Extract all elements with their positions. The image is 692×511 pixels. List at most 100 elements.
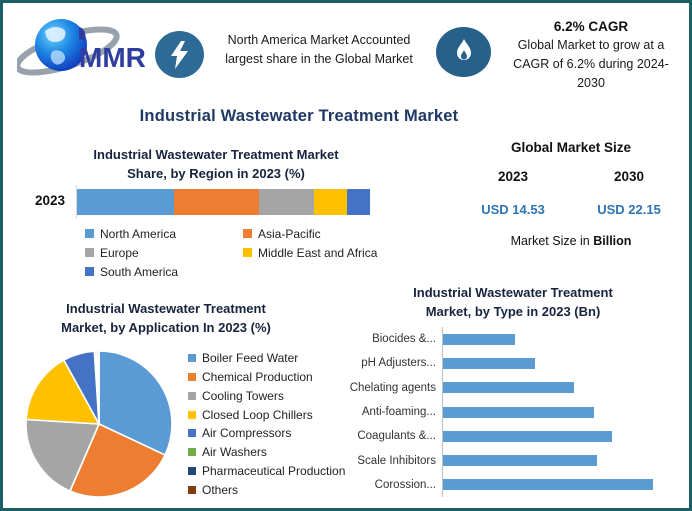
cagr-text: Global Market to grow at a CAGR of 6.2% … xyxy=(513,38,669,90)
pie-slice xyxy=(98,350,173,456)
bar-label: Coagulants &... xyxy=(357,430,436,443)
bar-row: pH Adjusters... xyxy=(318,351,674,376)
legend-item: Middle East and Africa xyxy=(243,243,415,262)
bar-row: Corossion... xyxy=(318,472,674,498)
value-end: USD 22.15 xyxy=(597,202,661,217)
legend-label: Cooling Towers xyxy=(202,388,284,403)
application-chart-title-line2: Market, by Application In 2023 (%) xyxy=(61,319,271,335)
lightning-icon xyxy=(155,31,204,78)
bar-label: Anti-foaming... xyxy=(361,406,436,419)
region-chart-title-line1: Industrial Wastewater Treatment Market xyxy=(93,147,339,162)
legend-marker xyxy=(188,467,196,476)
legend-label: Air Compressors xyxy=(202,426,292,441)
year-end-label: 2030 xyxy=(613,169,645,184)
region-bar-segment xyxy=(173,189,259,215)
bar-area xyxy=(442,375,674,400)
legend-marker xyxy=(243,229,252,238)
bar-row: Biocides &... xyxy=(318,327,674,352)
legend-label: Pharmaceutical Production xyxy=(202,464,346,479)
region-chart-axis xyxy=(76,185,77,219)
globe-continent xyxy=(45,27,66,42)
legend-item: Europe xyxy=(85,243,243,262)
legend-marker xyxy=(85,267,94,276)
bar-label: Corossion... xyxy=(374,478,436,491)
header: MMR North America Market Accounted large… xyxy=(15,11,687,93)
bar-label: pH Adjusters... xyxy=(361,357,436,370)
bar xyxy=(443,333,515,345)
region-bar-segment xyxy=(258,189,315,215)
legend-item: Asia-Pacific xyxy=(243,224,415,243)
legend-marker xyxy=(188,485,196,494)
legend-marker xyxy=(188,448,196,457)
legend-label: North America xyxy=(100,226,177,241)
legend-label: Europe xyxy=(100,245,139,260)
mmr-logo: MMR xyxy=(17,19,145,76)
logo-text: MMR xyxy=(79,42,145,73)
legend-item: Others xyxy=(188,483,378,497)
bar xyxy=(443,357,536,369)
value-start: USD 14.53 xyxy=(481,202,545,217)
region-bar-segment xyxy=(346,189,370,215)
region-bar-segment xyxy=(314,189,347,215)
bar xyxy=(443,430,613,442)
legend-label: Middle East and Africa xyxy=(258,245,378,260)
type-chart-title-line2: Market, by Type in 2023 (Bn) xyxy=(425,303,601,319)
legend-label: Closed Loop Chillers xyxy=(202,407,313,422)
market-size-panel: Global Market Size 2023 2030 USD 14.53 U… xyxy=(455,140,687,248)
legend-marker xyxy=(85,229,94,238)
bar-label: Chelating agents xyxy=(349,381,436,394)
bar-row: Anti-foaming... xyxy=(318,399,674,425)
legend-marker xyxy=(188,391,196,400)
logo-flourish xyxy=(79,27,86,41)
legend-label: South America xyxy=(100,264,179,279)
lightning-bolt-icon xyxy=(170,40,188,69)
cagr-title: 6.2% CAGR xyxy=(553,19,629,34)
market-size-title: Global Market Size xyxy=(510,140,632,155)
bar xyxy=(443,406,595,418)
bar-area xyxy=(442,448,674,473)
region-chart-title-line2: Share, by Region in 2023 (%) xyxy=(127,165,305,181)
legend-item: Pharmaceutical Production xyxy=(188,464,378,478)
application-pie-svg xyxy=(25,350,173,498)
flame-icon xyxy=(436,27,491,77)
globe-continent xyxy=(50,50,66,65)
region-legend: North America Asia-Pacific Europe Middle Ea… xyxy=(85,224,415,281)
page-title: Industrial Wastewater Treatment Market xyxy=(139,107,459,125)
bar xyxy=(443,382,574,394)
market-size-note: Market Size in Billion xyxy=(455,234,687,248)
legend-label: Others xyxy=(202,482,239,497)
legend-item: Cooling Towers xyxy=(188,389,378,403)
legend-item: North America xyxy=(85,224,243,243)
region-bar xyxy=(77,189,370,215)
highlight1-text: North America Market Accounted largest s… xyxy=(225,33,413,66)
legend-item: Air Washers xyxy=(188,445,378,459)
region-bar-segment xyxy=(77,189,174,215)
application-chart-title-line1: Industrial Wastewater Treatment xyxy=(66,301,266,316)
bar xyxy=(443,455,597,467)
bar-area xyxy=(442,351,674,376)
region-bar-year-label: 2023 xyxy=(34,193,65,208)
bar xyxy=(443,479,654,491)
bar-area xyxy=(442,472,674,498)
bar-area xyxy=(442,327,674,352)
legend-item: Closed Loop Chillers xyxy=(188,408,378,422)
bar-area xyxy=(442,399,674,425)
legend-marker xyxy=(85,248,94,257)
legend-item: South America xyxy=(85,262,243,281)
flame-glyph-icon xyxy=(456,39,471,60)
legend-item: Boiler Feed Water xyxy=(188,351,378,365)
application-chart-title: Industrial Wastewater Treatment Market, … xyxy=(15,300,317,338)
legend-marker xyxy=(188,410,196,419)
legend-marker xyxy=(243,248,252,257)
bar-row: Scale Inhibitors xyxy=(318,448,674,473)
bar-label: Biocides &... xyxy=(372,333,436,346)
pie-slice xyxy=(97,350,100,425)
type-chart-title-line1: Industrial Wastewater Treatment xyxy=(413,285,613,300)
type-chart-title: Industrial Wastewater Treatment Market, … xyxy=(353,284,673,322)
pie-slice xyxy=(25,359,100,425)
bar-label: Scale Inhibitors xyxy=(357,454,436,467)
legend-item: Air Compressors xyxy=(188,426,378,440)
market-size-note-unit: Billion xyxy=(593,234,632,248)
legend-label: Chemical Production xyxy=(202,369,313,384)
